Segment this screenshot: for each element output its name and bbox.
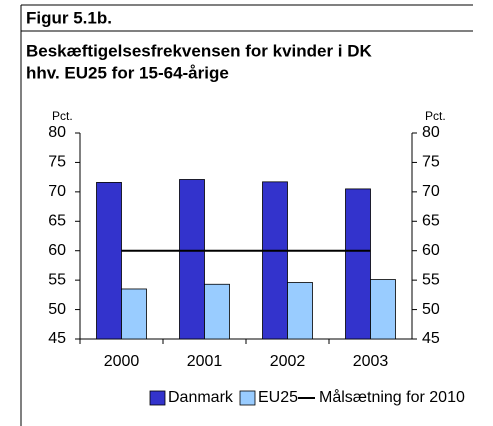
y-tick-label: 80 (48, 124, 66, 141)
bar (345, 188, 371, 340)
legend-label: Målsætning for 2010 (319, 388, 465, 406)
x-tick-label: 2001 (187, 353, 223, 370)
y2-tick-label: 50 (422, 301, 440, 318)
chart-title: Beskæftigelsesfrekvensen for kvinder i D… (26, 41, 373, 60)
y-tick-label: 75 (48, 154, 66, 171)
y-tick-label: 70 (48, 183, 66, 200)
bar (262, 181, 288, 340)
legend-label: EU25 (258, 389, 298, 406)
x-tick-label: 2002 (270, 353, 306, 370)
legend-label: Danmark (168, 389, 234, 406)
bar (179, 179, 205, 340)
y2-axis-label: Pct. (425, 109, 446, 123)
bar (121, 288, 147, 340)
legend-swatch (149, 390, 166, 406)
bar (204, 283, 230, 340)
y-tick-label: 55 (48, 271, 66, 288)
chart-title: hhv. EU25 for 15-64-årige (26, 63, 229, 82)
y2-tick-label: 60 (422, 242, 440, 259)
bar (370, 279, 396, 340)
y2-tick-label: 80 (422, 124, 440, 141)
y2-tick-label: 45 (422, 330, 440, 347)
y-tick-label: 50 (48, 301, 66, 318)
y2-tick-label: 75 (422, 154, 440, 171)
y-tick-label: 60 (48, 242, 66, 259)
y2-tick-label: 55 (422, 271, 440, 288)
y2-tick-label: 70 (422, 183, 440, 200)
legend-swatch (239, 390, 256, 406)
bar (96, 182, 122, 340)
y-axis-label: Pct. (52, 109, 73, 123)
x-tick-label: 2000 (104, 353, 140, 370)
y-tick-label: 65 (48, 213, 66, 230)
bar (287, 282, 313, 340)
x-tick-label: 2003 (353, 353, 389, 370)
y2-tick-label: 65 (422, 213, 440, 230)
y-tick-label: 45 (48, 330, 66, 347)
figure-label: Figur 5.1b. (26, 8, 112, 27)
